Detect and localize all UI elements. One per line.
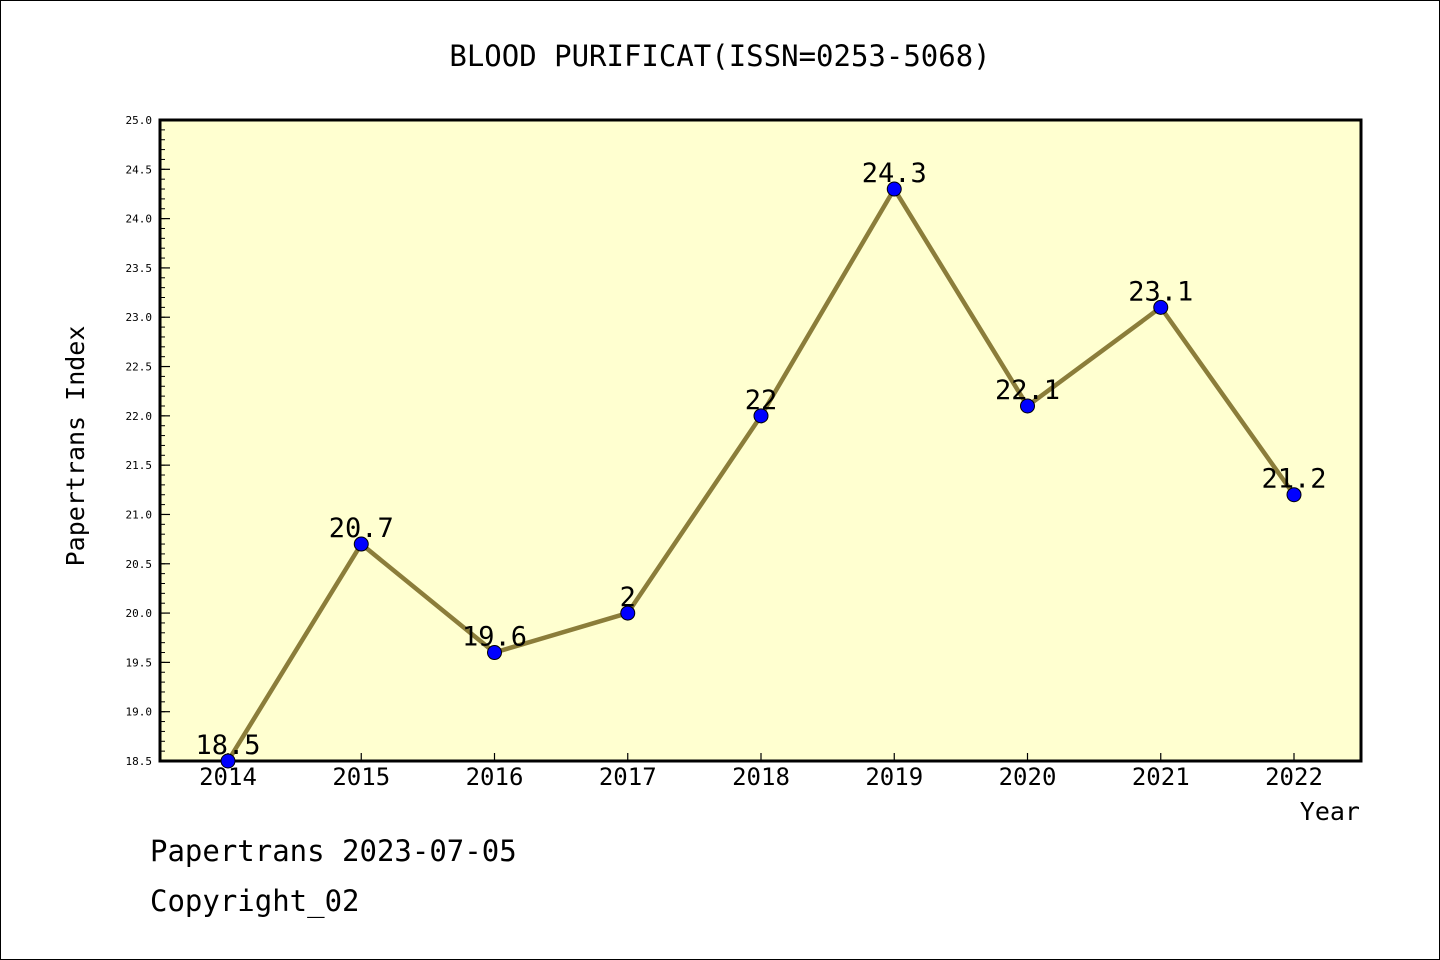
plot-area (158, 118, 1363, 763)
data-point (1020, 398, 1035, 414)
y-tick-label: 25.0 (126, 114, 153, 127)
y-tick-label: 19.5 (126, 656, 153, 669)
data-label: 23.1 (1128, 276, 1193, 307)
y-tick-label: 22.0 (126, 410, 153, 423)
data-label: 2 (620, 582, 636, 613)
x-tick-label: 2018 (732, 763, 790, 791)
y-tick-label: 24.0 (126, 213, 153, 226)
data-label: 19.6 (462, 622, 527, 653)
y-tick-label: 18.5 (126, 755, 153, 768)
data-point (886, 181, 902, 197)
footer-copyright: Copyright_02 (150, 884, 360, 918)
data-point (1286, 487, 1302, 503)
x-axis-label: Year (1300, 797, 1360, 826)
y-tick-label: 23.5 (126, 262, 153, 275)
x-tick-label: 2021 (1132, 763, 1190, 791)
y-tick-label: 21.5 (126, 459, 153, 472)
data-point (220, 753, 236, 769)
data-point (353, 536, 369, 552)
y-tick-label: 22.5 (126, 361, 153, 374)
x-tick-label: 2019 (865, 763, 923, 791)
data-label: 20.7 (329, 513, 394, 544)
x-tick-label: 2022 (1265, 763, 1323, 791)
footer-date: Papertrans 2023-07-05 (150, 834, 517, 868)
data-point (487, 645, 502, 661)
series-markers (220, 181, 1302, 769)
y-tick-label: 20.5 (126, 558, 153, 571)
y-axis-label: Papertrans Index (61, 326, 90, 567)
y-tick-label: 19.0 (126, 706, 153, 719)
y-tick-label: 20.0 (126, 607, 153, 620)
x-tick-label: 2017 (599, 763, 657, 791)
x-tick-label: 2015 (332, 763, 390, 791)
y-tick-label: 23.0 (126, 311, 153, 324)
y-tick-label: 24.5 (126, 163, 153, 176)
data-point (1153, 299, 1169, 315)
data-label: 21.2 (1261, 464, 1326, 495)
x-tick-label: 2020 (999, 763, 1057, 791)
data-point (753, 408, 769, 424)
data-label: 22 (745, 385, 778, 416)
x-axis-ticks: 2014 2015 2016 2017 2018 2019 2020 2021 2022 (199, 753, 1323, 791)
data-label: 24.3 (862, 158, 927, 189)
data-label: 18.5 (195, 730, 260, 761)
data-label: 22.1 (995, 375, 1060, 406)
x-tick-label: 2016 (466, 763, 524, 791)
y-axis-ticks: 18.5 19.0 19.5 20.0 20.5 21.0 21.5 22.0 22.5 23.0… (126, 114, 170, 768)
y-tick-label: 21.0 (126, 508, 153, 521)
data-point (620, 605, 636, 621)
chart-title: BLOOD PURIFICAT(ISSN=0253-5068) (449, 39, 990, 73)
